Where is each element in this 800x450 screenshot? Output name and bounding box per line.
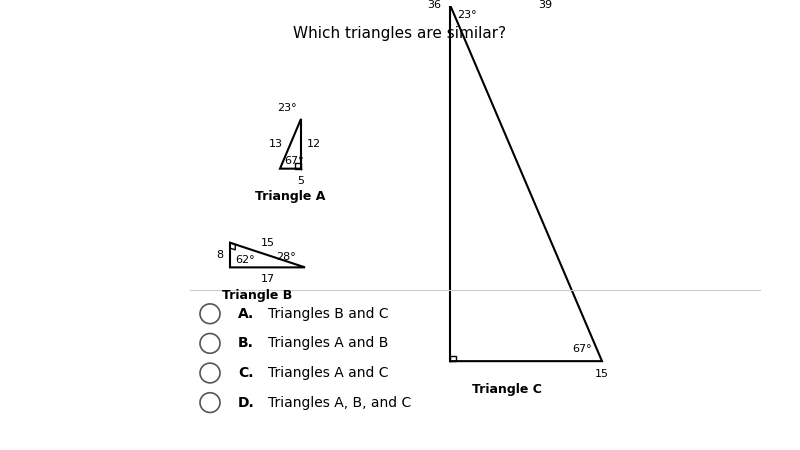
Text: Triangle C: Triangle C (472, 383, 542, 396)
Text: B.: B. (238, 337, 254, 351)
Text: C.: C. (238, 366, 254, 380)
Text: 28°: 28° (276, 252, 296, 262)
Text: Triangle B: Triangle B (222, 289, 293, 302)
Text: 62°: 62° (235, 256, 254, 266)
Text: 23°: 23° (278, 103, 297, 113)
Text: 67°: 67° (572, 344, 592, 354)
Text: Triangles A, B, and C: Triangles A, B, and C (268, 396, 411, 410)
Text: 23°: 23° (457, 10, 477, 20)
Text: 36: 36 (427, 0, 441, 10)
Text: Triangles A and C: Triangles A and C (268, 366, 389, 380)
Text: 17: 17 (261, 274, 274, 284)
Text: 15: 15 (261, 238, 274, 248)
Text: Triangles B and C: Triangles B and C (268, 307, 389, 321)
Text: Triangles A and B: Triangles A and B (268, 337, 388, 351)
Text: A.: A. (238, 307, 254, 321)
Text: 39: 39 (538, 0, 552, 10)
Text: Which triangles are similar?: Which triangles are similar? (294, 26, 506, 40)
Text: 13: 13 (269, 139, 282, 149)
Text: 5: 5 (298, 176, 305, 185)
Text: 67°: 67° (284, 156, 304, 166)
Text: 15: 15 (595, 369, 609, 379)
Text: Triangle A: Triangle A (255, 190, 326, 203)
Text: 12: 12 (307, 139, 321, 149)
Text: 8: 8 (216, 250, 223, 260)
Text: D.: D. (238, 396, 254, 410)
